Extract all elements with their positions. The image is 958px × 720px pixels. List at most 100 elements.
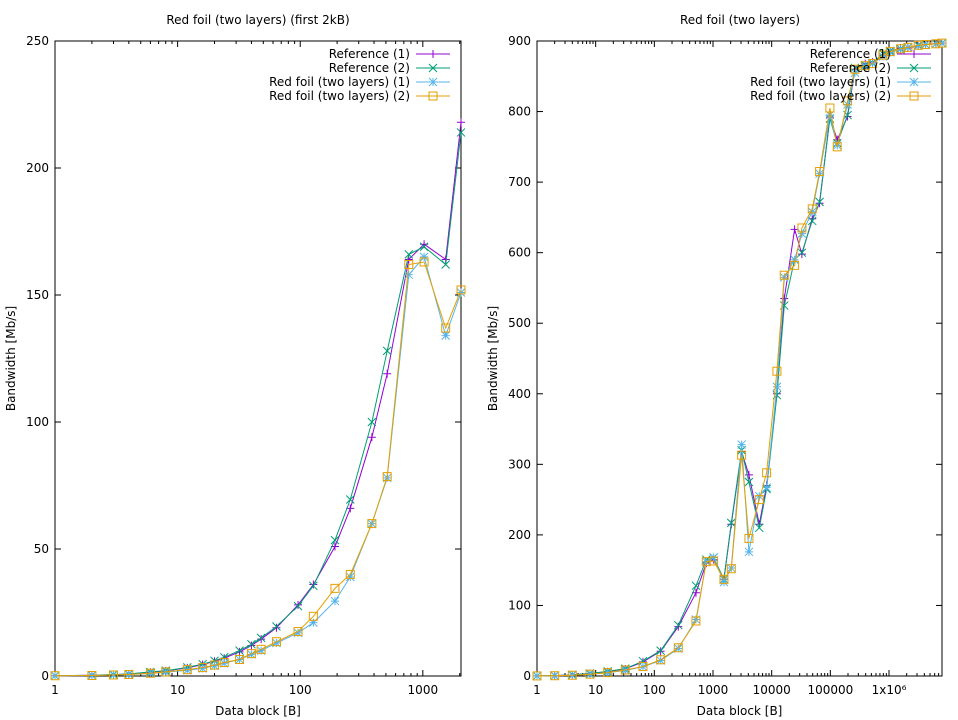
data-point: [656, 646, 665, 655]
data-point: [330, 535, 340, 545]
data-point: [850, 64, 860, 74]
data-point: [124, 669, 134, 679]
data-point: [294, 600, 303, 609]
series-line: [54, 132, 462, 677]
data-point: [701, 557, 711, 567]
data-point: [441, 260, 451, 269]
y-tick-label: 100: [26, 415, 49, 429]
x-tick-label: 1: [533, 683, 541, 697]
series-line: [54, 255, 462, 677]
legend-label: Reference (1): [810, 47, 891, 61]
data-point: [744, 470, 753, 479]
plot-frame: [54, 40, 462, 677]
data-point: [308, 611, 318, 621]
legend-marker: [428, 63, 438, 73]
y-tick-label: 50: [34, 542, 49, 556]
x-tick-label: 10: [170, 683, 185, 697]
data-point: [825, 103, 835, 113]
data-point: [762, 483, 771, 492]
series-line: [536, 42, 943, 677]
legend-marker: [429, 50, 437, 58]
series-3: [50, 252, 466, 681]
chart-title: Red foil (two layers): [680, 13, 800, 27]
data-point: [330, 596, 340, 606]
data-point: [860, 61, 870, 71]
data-point: [762, 468, 772, 478]
y-tick-label: 150: [26, 288, 49, 302]
data-point: [913, 41, 923, 51]
data-point: [780, 294, 789, 303]
chart-panel-2: Red foil (two layers) 0 100 200 300 400 500 600…: [486, 13, 947, 718]
data-point: [744, 477, 754, 487]
data-point: [419, 257, 429, 267]
data-point: [246, 649, 256, 659]
data-point: [256, 644, 266, 654]
x-tick-label: 1000: [698, 683, 729, 697]
data-point: [903, 42, 913, 52]
series-1: [51, 118, 465, 680]
data-point: [367, 433, 376, 442]
data-point: [691, 616, 701, 626]
y-tick-label: 700: [508, 175, 531, 189]
plot-frame: [536, 40, 943, 677]
data-point: [345, 569, 355, 579]
data-point: [878, 52, 888, 61]
data-point: [931, 39, 941, 49]
data-point: [737, 440, 746, 449]
y-tick-label: 900: [508, 34, 531, 48]
series-2: [50, 128, 466, 681]
data-point: [456, 285, 466, 295]
data-point: [293, 627, 303, 637]
data-point: [419, 242, 429, 252]
legend-label: Reference (2): [810, 61, 891, 75]
data-point: [272, 623, 281, 632]
data-point: [868, 59, 878, 69]
x-tick-label: 1000: [408, 683, 439, 697]
data-point: [726, 518, 736, 528]
y-tick-label: 300: [508, 457, 531, 471]
data-point: [832, 142, 842, 152]
y-tick-label: 200: [508, 528, 531, 542]
legend-marker: [909, 91, 919, 101]
data-point: [404, 270, 414, 280]
data-point: [532, 671, 542, 681]
data-point: [790, 260, 800, 270]
data-point: [367, 519, 377, 529]
legend-marker: [910, 50, 918, 58]
data-point: [293, 601, 303, 611]
series-1: [533, 39, 946, 680]
y-tick-label: 0: [41, 669, 49, 683]
data-point: [367, 417, 377, 427]
data-point: [638, 661, 648, 671]
data-point: [219, 658, 229, 668]
data-point: [330, 583, 340, 593]
data-point: [404, 260, 414, 270]
series-line: [54, 122, 462, 677]
data-point: [937, 38, 947, 48]
data-point: [550, 671, 560, 681]
data-point: [345, 495, 355, 504]
series-line: [54, 261, 462, 677]
data-point: [457, 118, 465, 127]
data-point: [825, 110, 835, 120]
data-point: [807, 207, 817, 217]
y-tick-label: 250: [26, 34, 49, 48]
data-point: [235, 654, 245, 664]
legend: Reference (1)Reference (2)Red foil (two …: [269, 47, 450, 103]
data-point: [843, 96, 853, 106]
data-point: [896, 45, 905, 54]
data-point: [404, 250, 414, 259]
data-point: [913, 40, 923, 50]
data-point: [896, 44, 906, 54]
data-point: [673, 643, 683, 653]
data-point: [860, 62, 870, 71]
data-point: [585, 669, 595, 679]
data-point: [779, 270, 789, 280]
data-point: [441, 331, 451, 340]
x-tick-label: 100: [643, 683, 666, 697]
series-line: [536, 42, 943, 677]
data-point: [210, 661, 219, 671]
data-point: [309, 618, 318, 628]
x-tick-label: 10000: [753, 683, 791, 697]
data-point: [709, 556, 719, 566]
